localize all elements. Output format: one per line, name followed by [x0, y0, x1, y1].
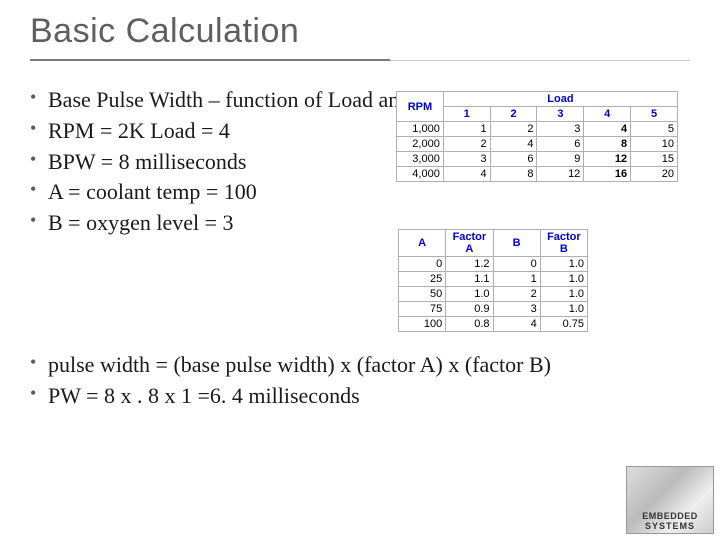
- table-cell: 3,000: [397, 152, 444, 167]
- table-header: Load: [443, 92, 677, 107]
- table-row: 4,000 4 8 12 16 20: [397, 167, 678, 182]
- table-row: 75 0.9 3 1.0: [399, 302, 588, 317]
- table-header: 5: [631, 107, 678, 122]
- table-cell: 12: [537, 167, 584, 182]
- table-header: RPM: [397, 92, 444, 122]
- table-cell: 20: [631, 167, 678, 182]
- table-row: 3,000 3 6 9 12 15: [397, 152, 678, 167]
- table-cell: 6: [537, 137, 584, 152]
- table-cell: 5: [631, 122, 678, 137]
- table-cell: 1: [493, 272, 540, 287]
- table-row: 2,000 2 4 6 8 10: [397, 137, 678, 152]
- factor-table: A Factor A B Factor B 0 1.2 0 1.0 25 1.1…: [398, 229, 588, 332]
- table-cell: 4: [443, 167, 490, 182]
- table-cell: 2: [490, 122, 537, 137]
- table-row: 0 1.2 0 1.0: [399, 257, 588, 272]
- table-cell: 0.8: [446, 317, 493, 332]
- table-header: A: [399, 230, 446, 257]
- table-cell: 4: [584, 122, 631, 137]
- table-cell: 0.75: [540, 317, 587, 332]
- table-header: 3: [537, 107, 584, 122]
- table-cell: 1,000: [397, 122, 444, 137]
- table-cell: 1.1: [446, 272, 493, 287]
- table-cell: 4: [493, 317, 540, 332]
- table-row: 50 1.0 2 1.0: [399, 287, 588, 302]
- table-cell: 3: [443, 152, 490, 167]
- list-item: A = coolant temp = 100: [30, 177, 690, 208]
- table-header: Factor B: [540, 230, 587, 257]
- list-item: B = oxygen level = 3: [30, 208, 690, 239]
- logo-line: SYSTEMS: [645, 521, 695, 531]
- table-cell: 16: [584, 167, 631, 182]
- table-cell: 0.9: [446, 302, 493, 317]
- table-cell: 100: [399, 317, 446, 332]
- table-cell: 6: [490, 152, 537, 167]
- bullet-list-bottom: pulse width = (base pulse width) x (fact…: [30, 350, 690, 412]
- table-cell: 50: [399, 287, 446, 302]
- table-cell: 4,000: [397, 167, 444, 182]
- table-header: 4: [584, 107, 631, 122]
- table-cell: 2: [493, 287, 540, 302]
- table-cell: 9: [537, 152, 584, 167]
- page-title: Basic Calculation: [30, 12, 690, 51]
- table-cell: 25: [399, 272, 446, 287]
- table-cell: 1.0: [540, 287, 587, 302]
- table-header: B: [493, 230, 540, 257]
- table-cell: 3: [537, 122, 584, 137]
- list-item: pulse width = (base pulse width) x (fact…: [30, 350, 690, 381]
- table-cell: 75: [399, 302, 446, 317]
- table-row: 1,000 1 2 3 4 5: [397, 122, 678, 137]
- table-header: Factor A: [446, 230, 493, 257]
- table-row: 25 1.1 1 1.0: [399, 272, 588, 287]
- table-cell: 1.0: [540, 272, 587, 287]
- table-header: 1: [443, 107, 490, 122]
- table-cell: 1.0: [540, 302, 587, 317]
- table-cell: 4: [490, 137, 537, 152]
- table-cell: 1.2: [446, 257, 493, 272]
- table-cell: 8: [490, 167, 537, 182]
- table-cell: 1.0: [446, 287, 493, 302]
- table-cell: 1: [443, 122, 490, 137]
- list-item: PW = 8 x . 8 x 1 =6. 4 milliseconds: [30, 381, 690, 412]
- table-cell: 1.0: [540, 257, 587, 272]
- rpm-load-table: RPM Load 1 2 3 4 5 1,000 1 2 3 4 5 2,000…: [396, 91, 678, 182]
- table-cell: 10: [631, 137, 678, 152]
- table-cell: 2: [443, 137, 490, 152]
- table-cell: 0: [399, 257, 446, 272]
- table-cell: 3: [493, 302, 540, 317]
- table-cell: 8: [584, 137, 631, 152]
- table-cell: 15: [631, 152, 678, 167]
- table-cell: 2,000: [397, 137, 444, 152]
- table-cell: 0: [493, 257, 540, 272]
- logo-line: EMBEDDED: [642, 511, 698, 521]
- embedded-systems-logo: EMBEDDED SYSTEMS: [626, 466, 714, 534]
- table-row: 100 0.8 4 0.75: [399, 317, 588, 332]
- table-header: 2: [490, 107, 537, 122]
- table-cell: 12: [584, 152, 631, 167]
